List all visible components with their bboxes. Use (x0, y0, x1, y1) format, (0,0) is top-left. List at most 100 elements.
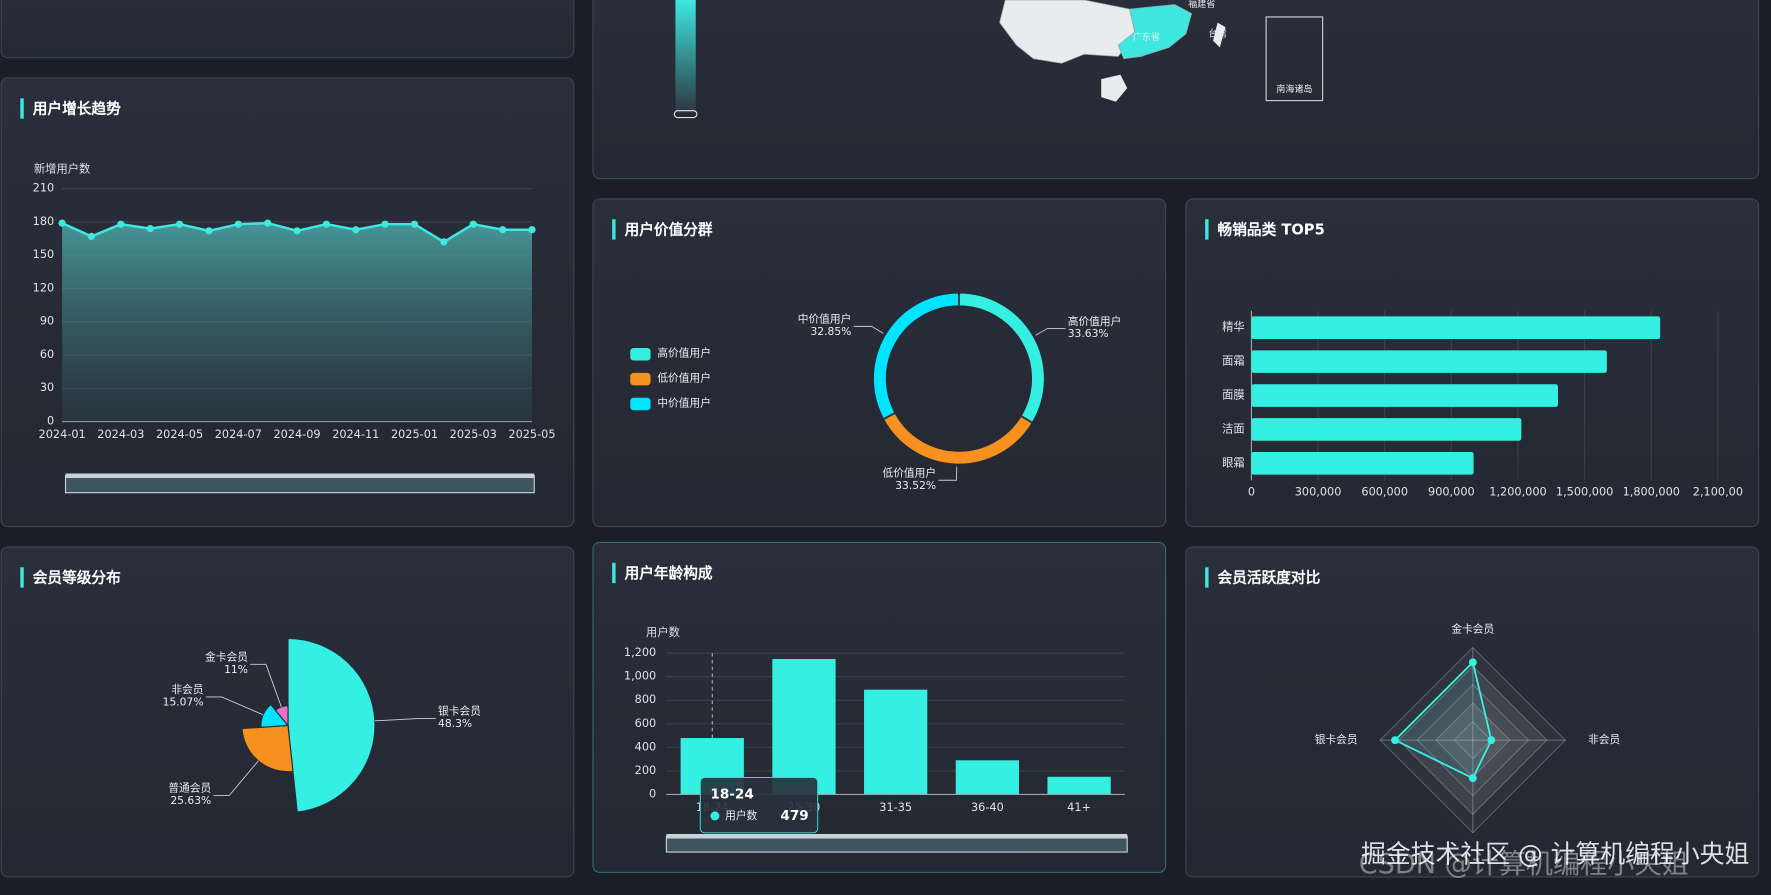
title-accent (1205, 567, 1209, 588)
point (293, 227, 301, 235)
radar-ring (1379, 646, 1567, 834)
y-tick-label: 60 (40, 348, 54, 361)
point (205, 227, 213, 235)
x-tick-label: 300,000 (1295, 486, 1342, 499)
y-tick-label: 眼霜 (1222, 456, 1245, 469)
y-axis-label: 用户数 (646, 625, 680, 639)
donut-slice (872, 291, 960, 421)
map-label: 福建省 (1188, 0, 1215, 10)
leader-line (1035, 328, 1066, 336)
radar-point (1487, 736, 1496, 745)
x-tick-label: 2024-07 (215, 428, 262, 441)
point (146, 225, 154, 233)
legend-swatch (630, 397, 651, 411)
map-label: 海南 (1104, 83, 1122, 95)
panel-title: 用户价值分群 (625, 221, 713, 239)
x-tick-label: 900,000 (1428, 486, 1475, 499)
y-tick-label: 600 (635, 717, 657, 730)
panel (592, 0, 1760, 180)
radar-label: 非会员 (1588, 733, 1620, 746)
slice-label: 普通会员 (168, 782, 211, 795)
leader-line (374, 717, 436, 722)
title-accent (612, 219, 616, 240)
x-tick-label: 2024-05 (156, 428, 203, 441)
zoom-slider (64, 475, 535, 494)
leader-line (250, 663, 282, 708)
map-label: 南海诸岛 (1276, 83, 1312, 95)
point (498, 226, 507, 234)
bar (1251, 350, 1607, 373)
map-label: 广东省 (1133, 31, 1160, 43)
radar-label: 银卡会员 (1315, 733, 1358, 746)
y-tick-label: 0 (47, 415, 54, 428)
panel-title: 会员活跃度对比 (1218, 569, 1321, 587)
bar (772, 659, 836, 795)
legend-label: 高价值用户 (657, 347, 711, 360)
y-tick-label: 1,000 (624, 670, 656, 683)
point (58, 219, 66, 227)
watermark: CSDN @计算机编程小央姐 (1359, 849, 1689, 880)
x-tick-label: 2025-01 (391, 428, 438, 441)
legend-swatch (630, 372, 651, 386)
zoom-slider-top (666, 833, 1128, 839)
y-tick-label: 0 (649, 787, 656, 800)
y-tick-label: 面膜 (1222, 389, 1245, 402)
y-tick-label: 210 (33, 182, 55, 195)
y-tick-label: 800 (635, 693, 657, 706)
visual-map-bar (675, 0, 696, 114)
radar-point (1468, 774, 1477, 783)
x-tick-label: 2024-01 (39, 428, 86, 441)
x-tick-label: 2025-05 (508, 428, 555, 441)
bar (955, 760, 1020, 795)
visual-map-handle (673, 110, 698, 119)
leader-line (938, 466, 958, 481)
slice-label: 银卡会员 (438, 705, 481, 718)
tooltip-value: 479 (780, 808, 808, 824)
point (381, 220, 389, 228)
title-accent (20, 98, 24, 119)
y-tick-label: 120 (33, 281, 55, 294)
panel (1185, 546, 1760, 878)
tooltip-series: 用户数 (725, 809, 757, 822)
point (410, 220, 419, 228)
y-tick-label: 洁面 (1222, 422, 1245, 435)
legend-label: 低价值用户 (657, 372, 711, 385)
y-tick-label: 90 (40, 315, 54, 328)
point (440, 238, 448, 246)
point (528, 226, 536, 234)
tooltip-title: 18-24 (710, 786, 753, 802)
slice-value: 32.85% (810, 325, 851, 338)
y-tick-label: 精华 (1222, 320, 1245, 334)
panel-title: 用户年龄构成 (625, 564, 713, 582)
point (264, 219, 272, 227)
x-tick-label: 2024-09 (273, 428, 320, 441)
point (175, 220, 184, 228)
x-tick-label: 600,000 (1361, 486, 1408, 499)
panel (0, 0, 575, 59)
zoom-slider (665, 835, 1128, 853)
point (352, 226, 360, 234)
x-tick-label: 31-35 (879, 801, 912, 814)
y-tick-label: 1,200 (624, 646, 656, 659)
leader-line (205, 696, 264, 716)
slice-label: 高价值用户 (1068, 315, 1122, 328)
bar (1251, 316, 1661, 340)
slice-label: 中价值用户 (798, 313, 852, 326)
point (87, 232, 96, 241)
y-tick-label: 400 (635, 740, 657, 753)
radar-ring (1416, 683, 1530, 797)
bar (1251, 418, 1522, 441)
slice-value: 15.07% (163, 696, 204, 709)
title-accent (612, 562, 616, 584)
radar-ring (1398, 665, 1548, 815)
zoom-slider-top (65, 473, 535, 479)
bar (1251, 384, 1558, 407)
title-accent (20, 567, 24, 588)
x-tick-label: 2,100,00 (1693, 486, 1743, 499)
x-tick-label: 2024-03 (97, 428, 144, 441)
point (469, 220, 477, 228)
slice-value: 25.63% (170, 794, 211, 807)
radar-label: 金卡会员 (1451, 622, 1494, 635)
x-tick-label: 1,800,000 (1623, 486, 1680, 499)
